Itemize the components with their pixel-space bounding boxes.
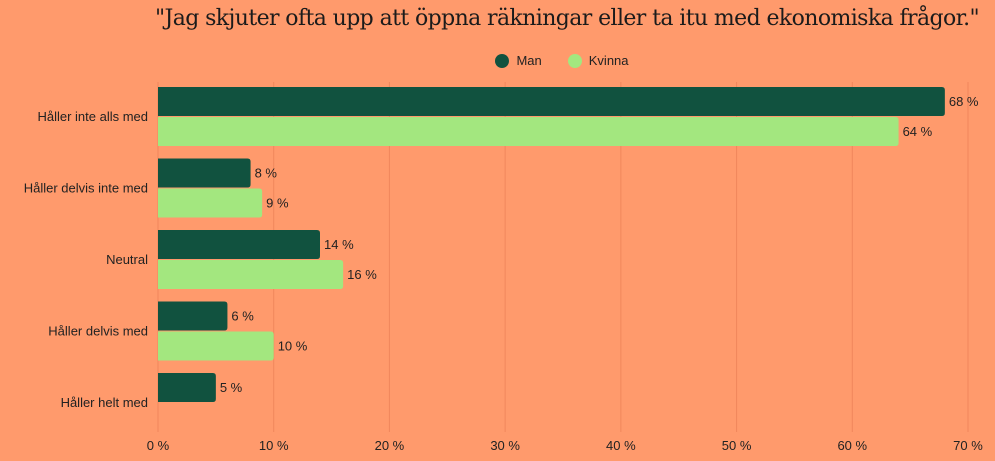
bar-man[interactable] [158,373,216,402]
data-label: 64 % [903,124,933,139]
bar-kvinna[interactable] [158,188,263,218]
x-tick-label: 70 % [953,438,983,453]
chart-title: "Jag skjuter ofta upp att öppna räkninga… [154,6,980,31]
chart-legend: Man Kvinna [0,53,995,68]
x-tick-label: 50 % [722,438,752,453]
bar-man[interactable] [158,87,945,116]
bar-kvinna[interactable] [158,331,274,361]
data-label: 8 % [255,166,278,181]
x-tick-label: 40 % [606,438,636,453]
x-tick-label: 0 % [147,438,170,453]
x-tick-label: 60 % [837,438,867,453]
legend-swatch-man [495,53,510,68]
data-label: 68 % [949,94,979,109]
data-label: 9 % [266,196,289,211]
data-label: 6 % [231,309,254,324]
x-tick-label: 10 % [259,438,289,453]
x-tick-label: 20 % [375,438,405,453]
bar-man[interactable] [158,158,251,188]
y-category-label: Neutral [106,252,148,267]
y-category-label: Håller delvis med [48,324,148,339]
y-category-label: Håller inte alls med [37,109,148,124]
legend-label-kvinna: Kvinna [588,53,629,68]
legend-item-kvinna[interactable]: Kvinna [567,53,629,68]
y-category-label: Håller helt med [61,395,148,410]
legend-swatch-kvinna [567,53,582,68]
data-label: 14 % [324,237,354,252]
bar-kvinna[interactable] [158,117,899,146]
bar-kvinna[interactable] [158,260,344,289]
legend-label-man: Man [516,53,542,68]
bar-man[interactable] [158,301,228,331]
y-category-label: Håller delvis inte med [24,181,148,196]
bar-man[interactable] [158,230,320,259]
data-label: 16 % [347,267,377,282]
data-label: 5 % [220,380,243,395]
x-tick-label: 30 % [490,438,520,453]
legend-item-man[interactable]: Man [495,53,542,68]
data-label: 10 % [278,339,308,354]
